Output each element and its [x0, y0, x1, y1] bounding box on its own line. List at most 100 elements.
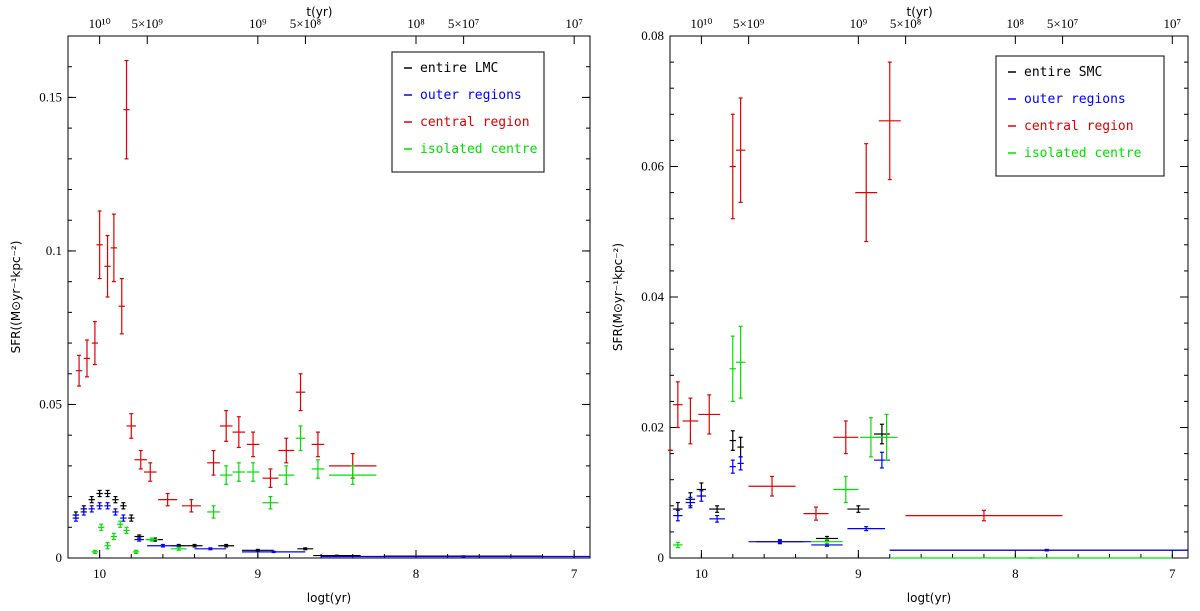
data-point — [118, 277, 125, 335]
legend: entire LMC outer regions central region iso… — [391, 51, 545, 173]
x-tick-label: 7 — [571, 566, 578, 581]
data-point — [246, 462, 260, 482]
x-tick-label: 9 — [855, 566, 862, 581]
legend-entry: outer regions — [420, 88, 522, 103]
data-point — [232, 462, 246, 482]
legend-box — [391, 51, 545, 173]
x-axis-label: logt(yr) — [907, 591, 951, 605]
data-point — [311, 459, 325, 479]
data-point — [181, 499, 201, 513]
top-tick-label: 5×10⁷ — [448, 16, 479, 31]
data-point — [295, 425, 306, 452]
data-point — [329, 465, 377, 485]
data-point — [126, 413, 137, 439]
y-tick-label: 0.15 — [39, 89, 62, 104]
data-point — [735, 97, 746, 203]
data-point — [735, 325, 746, 399]
data-point — [321, 555, 590, 558]
data-point — [96, 210, 103, 280]
top-axis-label: t(yr) — [306, 5, 332, 19]
y-axis-label: SFR((M⊙yr⁻¹kpc⁻²) — [9, 241, 23, 354]
x-tick-label: 10 — [93, 566, 106, 581]
data-point — [242, 548, 274, 552]
data-point — [262, 468, 279, 488]
top-tick-label: 5×10⁷ — [1047, 16, 1078, 31]
y-tick-label: 0.08 — [641, 28, 664, 43]
data-point — [246, 431, 260, 458]
data-point — [673, 541, 683, 549]
data-point — [262, 495, 279, 510]
legend-box — [995, 55, 1165, 177]
x-tick-label: 7 — [1169, 566, 1176, 581]
data-point — [120, 514, 127, 522]
data-point — [207, 449, 220, 476]
data-point — [112, 495, 119, 504]
x-tick-label: 8 — [1012, 566, 1019, 581]
data-point — [117, 520, 124, 528]
data-point — [874, 423, 890, 445]
y-tick-label: 0.1 — [46, 243, 62, 258]
data-point — [110, 532, 118, 541]
x-axis-label: logt(yr) — [307, 591, 351, 605]
data-point — [709, 505, 725, 513]
data-point — [104, 502, 111, 510]
data-point — [123, 526, 130, 535]
data-point — [855, 143, 878, 243]
top-tick-label: 10⁸ — [1007, 16, 1025, 31]
plot-frame — [67, 35, 591, 559]
data-point — [143, 462, 157, 482]
data-point — [878, 61, 901, 181]
data-point — [748, 475, 796, 497]
data-point — [278, 465, 295, 485]
data-point — [847, 526, 886, 532]
chart-panel-1: 10 9 8 7 10¹⁰ 5×10⁹ 10⁹ 5×10⁸ 10⁸ 5×10⁷ 10⁷ t(yr) 0 0… — [9, 5, 591, 605]
data-point — [748, 539, 812, 544]
data-point — [158, 492, 178, 507]
y-tick-label: 0.06 — [641, 159, 664, 174]
data-point — [737, 456, 744, 471]
series-2 — [72, 502, 590, 558]
y-axis-label: SFR(M⊙yr⁻¹kpc⁻²) — [611, 243, 625, 351]
data-point — [709, 514, 725, 523]
data-point — [128, 514, 135, 522]
top-tick-label: 10⁷ — [1164, 16, 1182, 31]
data-point — [682, 397, 699, 445]
legend-entry: central region — [1024, 119, 1134, 134]
data-point — [186, 543, 203, 548]
data-point — [132, 549, 140, 554]
top-tick-label: 10¹⁰ — [89, 16, 111, 31]
data-point — [295, 373, 306, 412]
data-point — [847, 505, 870, 513]
top-tick-label: 10⁹ — [850, 16, 868, 31]
data-point — [297, 547, 314, 551]
top-tick-label: 10⁸ — [407, 16, 425, 31]
x-tick-label: 10 — [695, 566, 708, 581]
legend-entry: isolated centre — [1024, 146, 1142, 161]
series-4 — [673, 325, 1173, 559]
data-point — [120, 502, 127, 510]
data-point — [685, 496, 696, 509]
data-point — [110, 213, 118, 283]
y-tick-label: 0 — [658, 550, 665, 565]
data-point — [833, 475, 859, 504]
data-point — [218, 543, 235, 548]
data-point — [104, 542, 111, 550]
legend-entry: entire LMC — [420, 61, 498, 76]
data-point — [673, 381, 683, 429]
data-point — [737, 436, 744, 458]
data-point — [232, 416, 246, 449]
y-tick-label: 0.05 — [39, 396, 62, 411]
data-point — [696, 490, 707, 502]
data-point — [729, 113, 736, 220]
data-point — [83, 339, 91, 378]
top-tick-label: 5×10⁸ — [890, 16, 922, 31]
legend-entry: outer regions — [1024, 92, 1126, 107]
data-point — [98, 523, 105, 531]
data-point — [278, 437, 295, 464]
data-point — [889, 548, 1188, 552]
data-point — [207, 505, 220, 519]
data-point — [134, 537, 144, 542]
top-tick-label: 10⁹ — [249, 16, 267, 31]
data-point — [698, 394, 721, 435]
data-point — [194, 547, 227, 551]
